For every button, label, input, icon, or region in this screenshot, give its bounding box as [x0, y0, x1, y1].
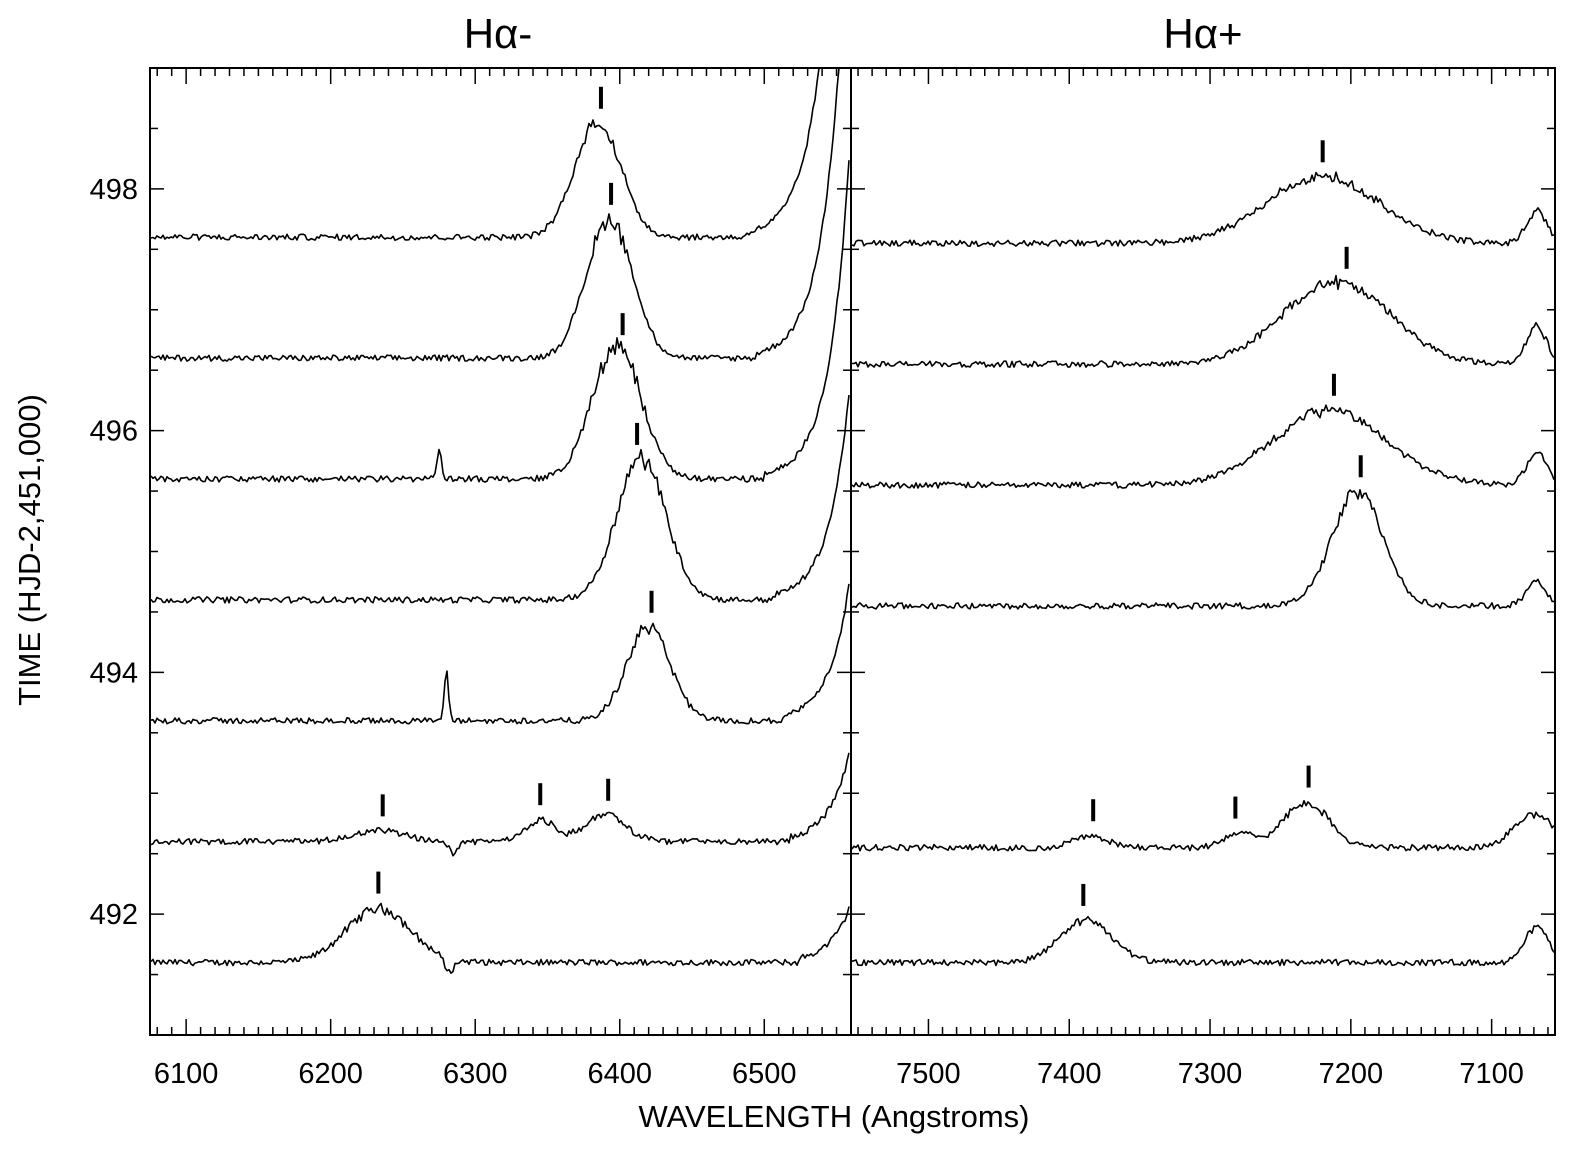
- x-tick-label-right: 7100: [1459, 1058, 1524, 1090]
- panel-title-left: Hα-: [464, 10, 533, 57]
- x-tick-label-right: 7200: [1319, 1058, 1384, 1090]
- x-tick-label-right: 7500: [896, 1058, 961, 1090]
- spectrum-line-right: [852, 274, 1555, 368]
- plot-frame-left: [149, 67, 852, 1036]
- axes: 492 494 496 498 6100 6200 6300 6400 6500 7500 7400…: [90, 68, 1555, 1090]
- spectrum-line-left: [150, 67, 849, 362]
- spectrum-line-left: [150, 752, 850, 857]
- spectrum-line-left: [150, 160, 850, 483]
- y-tick-label: 496: [90, 416, 138, 448]
- x-tick-label-left: 6400: [587, 1058, 652, 1090]
- spectrum-line-left: [150, 583, 850, 725]
- spectrum-line-right: [851, 488, 1555, 610]
- spectrum-line-right: [851, 915, 1555, 967]
- plot-panel-right: [851, 140, 1555, 967]
- x-tick-label-left: 6500: [732, 1058, 797, 1090]
- spectrum-line-left: [150, 67, 849, 241]
- y-tick-label: 494: [90, 657, 138, 689]
- spectrum-line-left: [150, 394, 850, 604]
- spectrum-line-left: [150, 902, 850, 975]
- y-tick-label: 492: [90, 899, 138, 931]
- panel-title-right: Hα+: [1163, 10, 1242, 57]
- y-axis-label: TIME (HJD-2,451,000): [12, 394, 47, 706]
- x-tick-label-left: 6100: [154, 1058, 219, 1090]
- x-tick-label-left: 6200: [298, 1058, 363, 1090]
- spectrum-line-right: [851, 799, 1555, 852]
- x-tick-label-right: 7300: [1178, 1058, 1243, 1090]
- y-tick-label: 498: [90, 174, 138, 206]
- spectrum-line-right: [851, 404, 1555, 489]
- spectrum-line-right: [851, 171, 1555, 247]
- x-axis-label: WAVELENGTH (Angstroms): [639, 1099, 1030, 1134]
- plot-frame-right: [850, 67, 1556, 1036]
- x-tick-label-right: 7400: [1037, 1058, 1102, 1090]
- plot-panel-left: [150, 67, 850, 975]
- x-tick-label-left: 6300: [443, 1058, 508, 1090]
